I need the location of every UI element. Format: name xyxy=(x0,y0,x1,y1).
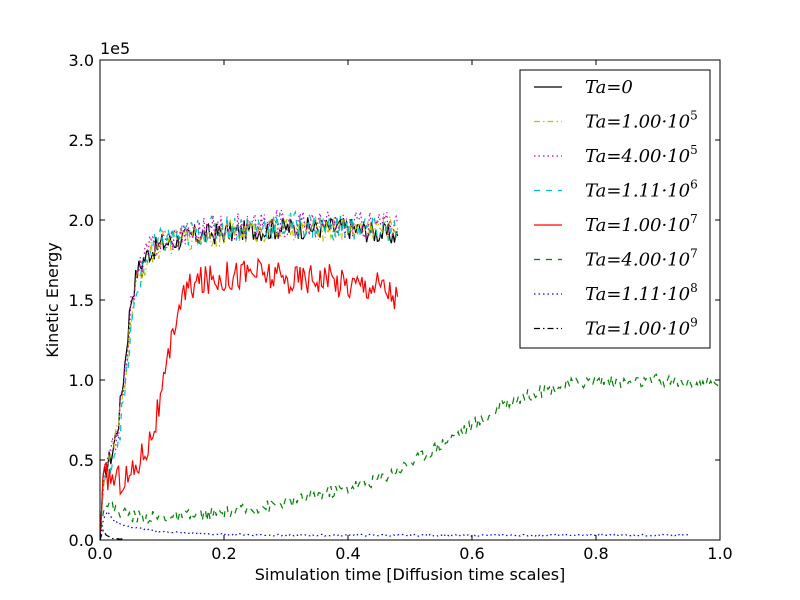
legend-label-exponent: 8 xyxy=(690,281,698,295)
x-axis-label: Simulation time [Diffusion time scales] xyxy=(255,565,566,584)
y-tick-label: 3.0 xyxy=(69,51,94,70)
legend-label-base: Ta=4.00·10 xyxy=(585,250,690,271)
y-tick-label: 0.0 xyxy=(69,531,94,550)
series-line-4 xyxy=(100,257,399,540)
x-tick-label: 0.4 xyxy=(335,544,360,563)
y-tick-label: 1.5 xyxy=(69,291,94,310)
legend-label-base: Ta=1.00·10 xyxy=(585,319,690,340)
series-line-7 xyxy=(100,529,125,540)
legend-label-exponent: 6 xyxy=(690,178,698,192)
legend-label-7: Ta=1.00·109 xyxy=(585,316,698,340)
legend-label-exponent: 9 xyxy=(690,316,698,330)
y-tick-label: 0.5 xyxy=(69,451,94,470)
y-axis-label: Kinetic Energy xyxy=(43,242,62,358)
legend-label-exponent: 7 xyxy=(690,212,698,226)
x-tick-label: 0.2 xyxy=(211,544,236,563)
y-scale-label: 1e5 xyxy=(100,39,130,58)
legend-label-base: Ta=1.11·10 xyxy=(585,284,690,305)
legend-box xyxy=(519,69,711,349)
legend-label-base: Ta=1.11·10 xyxy=(585,181,690,202)
legend-label-6: Ta=1.11·108 xyxy=(585,281,698,305)
legend-label-1: Ta=1.00·105 xyxy=(585,109,698,133)
legend-label-base: Ta=1.00·10 xyxy=(585,112,690,133)
legend-label-2: Ta=4.00·105 xyxy=(585,143,698,167)
series-line-5 xyxy=(100,373,720,540)
legend-label-4: Ta=1.00·107 xyxy=(585,212,698,236)
legend-label-5: Ta=4.00·107 xyxy=(585,247,698,271)
legend-label-base: Ta=0 xyxy=(585,77,633,98)
x-tick-label: 1.0 xyxy=(707,544,732,563)
series-line-3 xyxy=(100,209,399,540)
x-tick-label: 0.8 xyxy=(583,544,608,563)
x-tick-label: 0.6 xyxy=(459,544,484,563)
x-tick-label: 0.0 xyxy=(87,544,112,563)
ticks-layer: 0.0 0.2 0.4 0.6 0.8 1.0 0.0 0.5 1.0 1.5 2.0 2.5 3.0 xyxy=(69,51,733,563)
legend-label-base: Ta=4.00·10 xyxy=(585,146,690,167)
series-line-6 xyxy=(100,510,690,540)
legend-label-exponent: 5 xyxy=(690,109,698,123)
legend-label-exponent: 7 xyxy=(690,247,698,261)
legend: Ta=0Ta=1.00·105Ta=4.00·105Ta=1.11·106Ta=… xyxy=(519,69,711,349)
y-tick-label: 1.0 xyxy=(69,371,94,390)
y-tick-label: 2.0 xyxy=(69,211,94,230)
legend-label-exponent: 5 xyxy=(690,143,698,157)
legend-label-0: Ta=0 xyxy=(585,77,633,98)
legend-label-3: Ta=1.11·106 xyxy=(585,178,698,202)
series-layer xyxy=(100,209,720,540)
y-tick-label: 2.5 xyxy=(69,131,94,150)
legend-label-base: Ta=1.00·10 xyxy=(585,215,690,236)
